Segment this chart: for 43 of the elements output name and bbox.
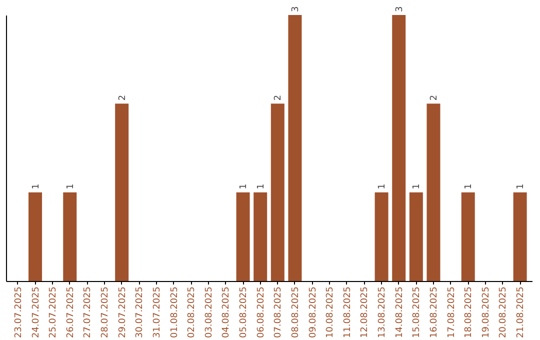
- x-tick-label: 24.07.2025: [31, 286, 42, 338]
- data-label: 1: [256, 184, 266, 190]
- x-tick-label: 26.07.2025: [66, 286, 76, 338]
- x-tick-label: 10.08.2025: [326, 286, 336, 338]
- data-label: 1: [378, 184, 388, 190]
- data-label: 3: [394, 6, 405, 12]
- x-tick-label: 16.08.2025: [429, 286, 440, 338]
- x-tick-label: 15.08.2025: [412, 286, 422, 338]
- x-tick-label: 14.08.2025: [394, 286, 405, 338]
- x-tick-label: 04.08.2025: [222, 286, 232, 338]
- x-tick-label: 07.08.2025: [274, 286, 284, 338]
- data-label: 3: [290, 6, 301, 12]
- data-label: 2: [118, 94, 128, 101]
- x-tick-label: 30.07.2025: [135, 286, 146, 338]
- x-tick-label: 13.08.2025: [378, 286, 388, 338]
- data-label: 1: [31, 184, 42, 190]
- x-tick-label: 31.07.2025: [152, 286, 162, 338]
- x-tick-label: 18.08.2025: [464, 286, 474, 338]
- data-label: 1: [412, 184, 422, 190]
- x-tick-label: 29.07.2025: [118, 286, 128, 338]
- data-label: 2: [274, 94, 284, 101]
- x-tick-label: 27.07.2025: [83, 286, 94, 338]
- x-tick-label: 08.08.2025: [290, 286, 301, 338]
- x-tick-label: 09.08.2025: [308, 286, 318, 338]
- x-tick-label: 25.07.2025: [48, 286, 59, 338]
- x-tick-label: 21.08.2025: [516, 286, 526, 338]
- x-tick-label: 28.07.2025: [100, 286, 111, 338]
- x-tick-label: 19.08.2025: [481, 286, 492, 338]
- data-label: 1: [239, 184, 250, 190]
- x-tick-label: 11.08.2025: [342, 286, 353, 338]
- x-tick-label: 06.08.2025: [256, 286, 266, 338]
- x-tick-label: 03.08.2025: [204, 286, 214, 338]
- data-label: 1: [516, 184, 526, 190]
- x-tick-label: 05.08.2025: [239, 286, 250, 338]
- x-tick-label: 02.08.2025: [187, 286, 198, 338]
- data-label: 2: [429, 94, 440, 101]
- data-label: 1: [464, 184, 474, 190]
- x-tick-label: 23.07.2025: [14, 286, 24, 338]
- x-tick-label: 12.08.2025: [360, 286, 370, 338]
- x-tick-label: 17.08.2025: [446, 286, 457, 338]
- data-label: 1: [66, 184, 76, 190]
- x-tick-label: 01.08.2025: [170, 286, 180, 338]
- x-tick-label: 20.08.2025: [498, 286, 509, 338]
